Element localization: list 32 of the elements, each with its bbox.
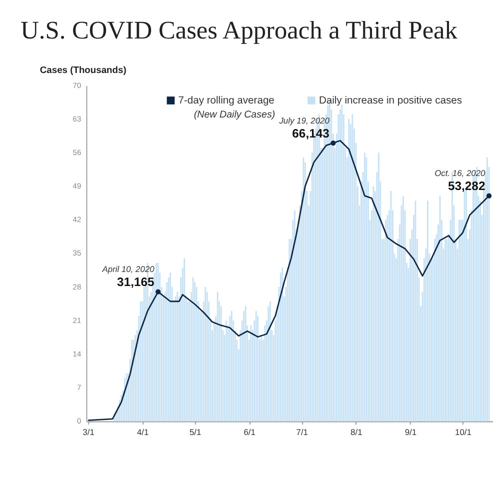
point xyxy=(156,289,161,294)
y-axis-title: Cases (Thousands) xyxy=(40,64,126,75)
annotation: July 19, 2020 xyxy=(278,115,330,126)
annotation: April 10, 2020 xyxy=(101,264,155,274)
x-tick-label: 9/1 xyxy=(404,426,417,437)
y-tick-label: 7 xyxy=(76,383,82,392)
y-tick-label: 56 xyxy=(72,148,82,157)
y-tick-label: 28 xyxy=(72,282,82,292)
x-tick-label: 4/1 xyxy=(136,426,149,437)
point xyxy=(330,140,336,146)
y-tick-label: 63 xyxy=(72,114,82,124)
x-tick-label: 6/1 xyxy=(244,426,256,437)
legend-label: 7-day rolling average (New Daily Cases) xyxy=(178,95,276,120)
y-tick-label: 42 xyxy=(72,215,82,224)
legend-label: Daily increase in positive cases xyxy=(318,95,462,106)
y-tick-label: 0 xyxy=(76,416,82,426)
chart-title: U.S. COVID Cases Approach a Third Peak xyxy=(20,16,458,45)
annotation: 66,143 xyxy=(292,126,330,140)
y-tick-label: 49 xyxy=(72,182,82,191)
point xyxy=(486,193,492,198)
annotation: Oct. 16, 2020 xyxy=(434,168,486,178)
y-tick-label: 70 xyxy=(72,80,82,90)
x-tick-label: 5/1 xyxy=(189,426,202,437)
y-tick-label: 21 xyxy=(72,316,82,325)
x-tick-label: 8/1 xyxy=(350,426,363,437)
annotation: 53,282 xyxy=(448,179,486,194)
y-tick-label: 35 xyxy=(72,248,82,258)
y-tick-label: 14 xyxy=(72,349,82,358)
x-tick-label: 10/1 xyxy=(454,426,472,437)
x-tick-label: 3/1 xyxy=(82,426,95,437)
annotation: 31,165 xyxy=(117,275,155,290)
x-tick-label: 7/1 xyxy=(296,426,308,437)
